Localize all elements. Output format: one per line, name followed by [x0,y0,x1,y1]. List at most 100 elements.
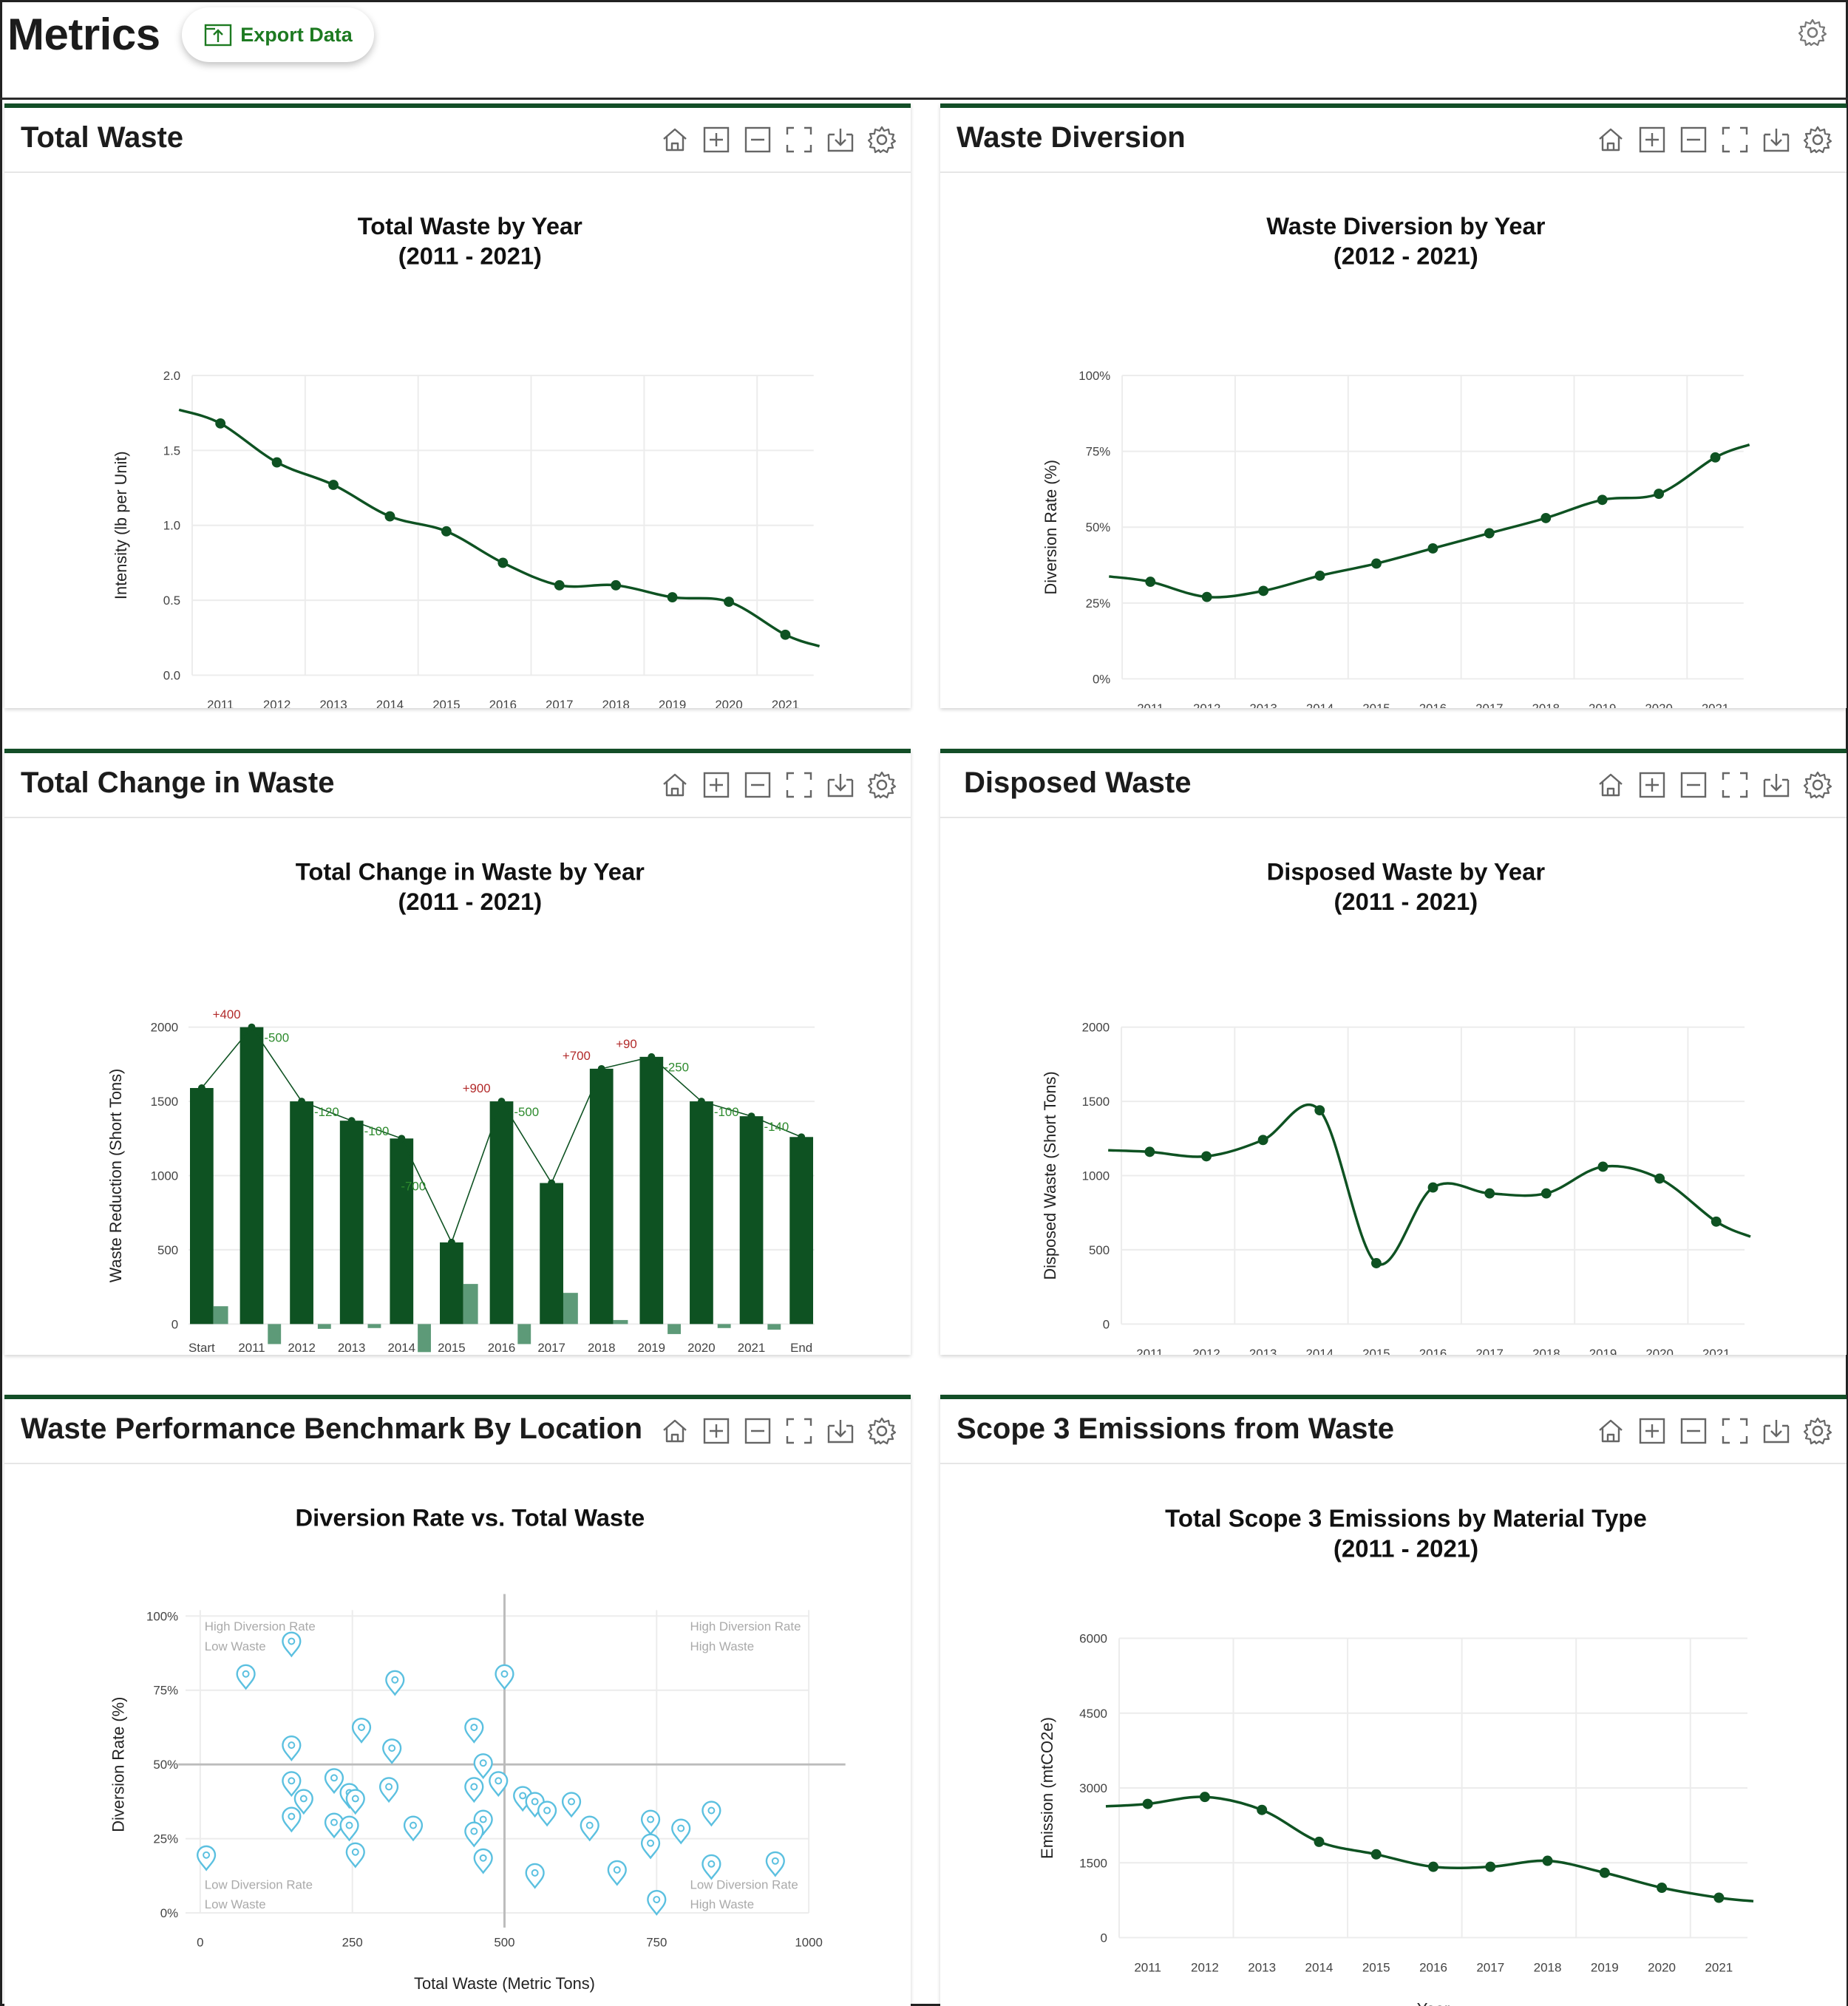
download-button[interactable] [825,1415,856,1446]
location-pin[interactable] [765,1851,785,1877]
zoom-out-button[interactable] [1678,1415,1709,1446]
zoom-in-button[interactable] [1637,1415,1668,1446]
settings-button[interactable] [1802,1415,1833,1446]
zoom-in-button[interactable] [701,1415,732,1446]
location-pin[interactable] [537,1801,557,1827]
zoom-out-icon [1680,1418,1707,1444]
location-pin[interactable] [671,1818,691,1845]
x-tick-label: 2018 [1534,1961,1562,1975]
location-pin[interactable] [702,1801,721,1827]
location-pin[interactable] [196,1845,217,1871]
fullscreen-button[interactable] [784,1415,815,1446]
zoom-in-button[interactable] [1637,124,1668,155]
location-pin[interactable] [282,1771,302,1798]
zoom-in-icon [1639,1418,1665,1444]
home-button[interactable] [659,124,690,155]
location-pin[interactable] [464,1777,484,1803]
location-pin[interactable] [702,1854,721,1880]
zoom-in-button[interactable] [701,124,732,155]
card-title: Waste Diversion [957,121,1186,154]
settings-button[interactable] [1802,769,1833,800]
download-button[interactable] [825,769,856,800]
location-pin[interactable] [378,1777,399,1803]
location-pin[interactable] [382,1738,402,1764]
settings-icon[interactable] [1798,18,1827,47]
settings-button[interactable] [1802,124,1833,155]
location-pin[interactable] [282,1806,302,1833]
card-header: Disposed Waste [940,753,1847,818]
settings-button[interactable] [866,769,897,800]
location-pin[interactable] [525,1863,545,1889]
location-pin[interactable] [351,1717,372,1744]
zoom-in-button[interactable] [1637,769,1668,800]
location-pin[interactable] [464,1717,484,1744]
data-point [197,1084,205,1092]
zoom-out-icon [744,126,771,153]
location-pin[interactable] [403,1815,424,1842]
x-tick-label: 2014 [1306,701,1334,708]
x-tick-label: 2012 [288,1341,316,1355]
location-pin[interactable] [345,1842,365,1869]
location-pin[interactable] [607,1860,627,1886]
location-pin[interactable] [647,1889,667,1916]
download-button[interactable] [825,124,856,155]
data-point [1201,591,1212,602]
download-icon [827,774,854,798]
location-pin[interactable] [640,1833,661,1860]
location-pin[interactable] [385,1670,405,1696]
fullscreen-button[interactable] [784,124,815,155]
settings-button[interactable] [866,124,897,155]
home-button[interactable] [1595,769,1626,800]
location-pin[interactable] [282,1631,302,1658]
home-button[interactable] [1595,1415,1626,1446]
y-axis-title: Diversion Rate (%) [109,1697,128,1832]
zoom-out-button[interactable] [742,769,773,800]
home-button[interactable] [659,769,690,800]
page-title: Metrics [7,10,160,59]
location-pin[interactable] [324,1768,344,1795]
y-tick-label: 100% [1078,369,1110,383]
change-label: -100 [364,1124,390,1138]
data-point [1540,512,1552,523]
zoom-out-button[interactable] [742,124,773,155]
location-pin[interactable] [282,1735,302,1761]
zoom-out-button[interactable] [1678,769,1709,800]
location-pin[interactable] [345,1789,365,1815]
location-pin[interactable] [561,1792,582,1818]
data-point [780,629,791,640]
location-pin[interactable] [293,1789,313,1815]
export-data-button[interactable]: Export Data [182,7,374,62]
location-pin[interactable] [339,1815,359,1842]
x-tick-label: 2014 [1306,1347,1334,1355]
fullscreen-button[interactable] [1719,769,1750,800]
zoom-out-button[interactable] [742,1415,773,1446]
location-pin[interactable] [236,1664,256,1690]
data-point [248,1023,256,1031]
location-pin[interactable] [580,1815,599,1842]
download-button[interactable] [1761,124,1792,155]
total-waste-card: Total Waste Total Waste by Year (2011 - 2… [4,103,911,708]
location-pin[interactable] [495,1664,514,1690]
fullscreen-button[interactable] [784,769,815,800]
location-pin[interactable] [473,1848,493,1874]
y-axis-title: Waste Reduction (Short Tons) [106,1069,125,1283]
pin-dot [330,1774,338,1782]
location-pin[interactable] [640,1809,661,1836]
fullscreen-button[interactable] [1719,1415,1750,1446]
download-icon [1763,774,1790,798]
home-button[interactable] [1595,124,1626,155]
zoom-in-button[interactable] [701,769,732,800]
location-pin[interactable] [489,1771,509,1798]
y-tick-label: 2000 [151,1021,179,1035]
fullscreen-button[interactable] [1719,124,1750,155]
location-pin[interactable] [464,1821,484,1848]
chart-toolbar [659,1415,897,1446]
location-pin[interactable] [473,1753,493,1780]
chart-title: Diversion Rate vs. Total Waste [295,1503,645,1531]
zoom-out-button[interactable] [1678,124,1709,155]
zoom-out-icon [744,1418,771,1444]
download-button[interactable] [1761,769,1792,800]
settings-button[interactable] [866,1415,897,1446]
download-button[interactable] [1761,1415,1792,1446]
home-button[interactable] [659,1415,690,1446]
